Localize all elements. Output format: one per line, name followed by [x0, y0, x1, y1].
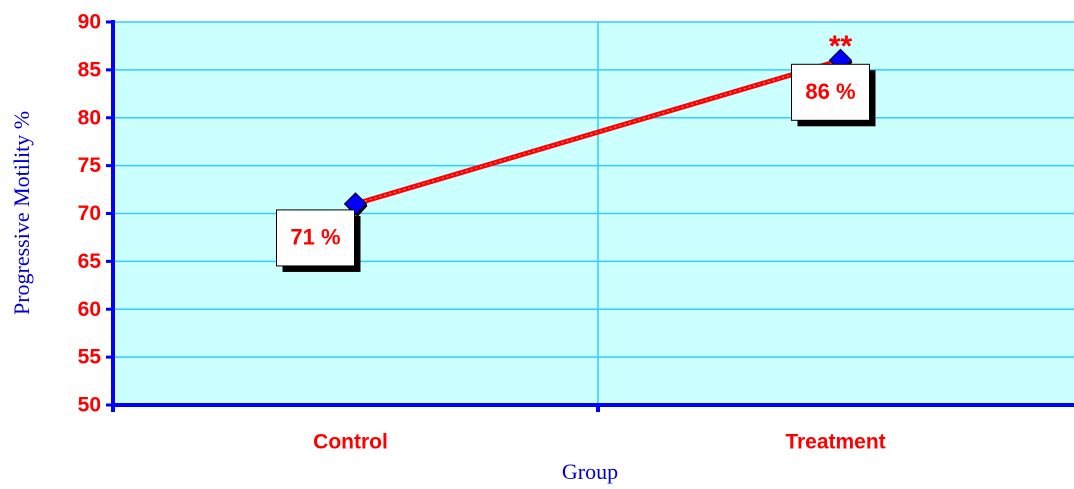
- y-tick-label: 90: [78, 11, 101, 34]
- y-tick-label: 85: [78, 58, 102, 81]
- x-tick-label: Control: [313, 431, 388, 454]
- label-box: [791, 63, 870, 121]
- x-tick-label: Treatment: [785, 431, 885, 454]
- annotation: **: [829, 30, 853, 63]
- x-axis-title: Group: [562, 459, 618, 484]
- data-line-texture: [355, 59, 841, 205]
- value-label: 86 %: [805, 79, 855, 104]
- y-tick-label: 80: [78, 106, 101, 129]
- y-tick-label: 75: [78, 154, 102, 177]
- label-box: [276, 209, 355, 267]
- value-label: 71 %: [290, 225, 340, 250]
- y-tick-label: 50: [78, 394, 101, 417]
- y-tick-label: 70: [78, 202, 101, 225]
- y-tick-label: 55: [78, 346, 102, 369]
- y-axis-title: Progressive Motility %: [9, 111, 34, 315]
- y-tick-label: 65: [78, 250, 102, 273]
- y-tick-label: 60: [78, 298, 101, 321]
